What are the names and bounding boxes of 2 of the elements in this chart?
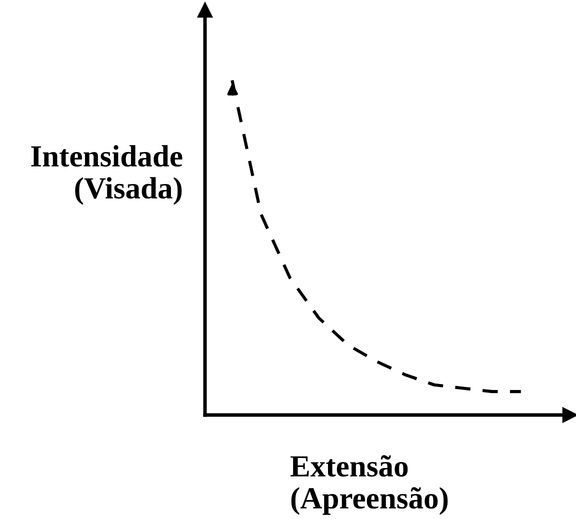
y-axis-title: Intensidade (Visada) [31,145,182,205]
x-axis-title: Extensão (Apreensão) [290,455,448,515]
